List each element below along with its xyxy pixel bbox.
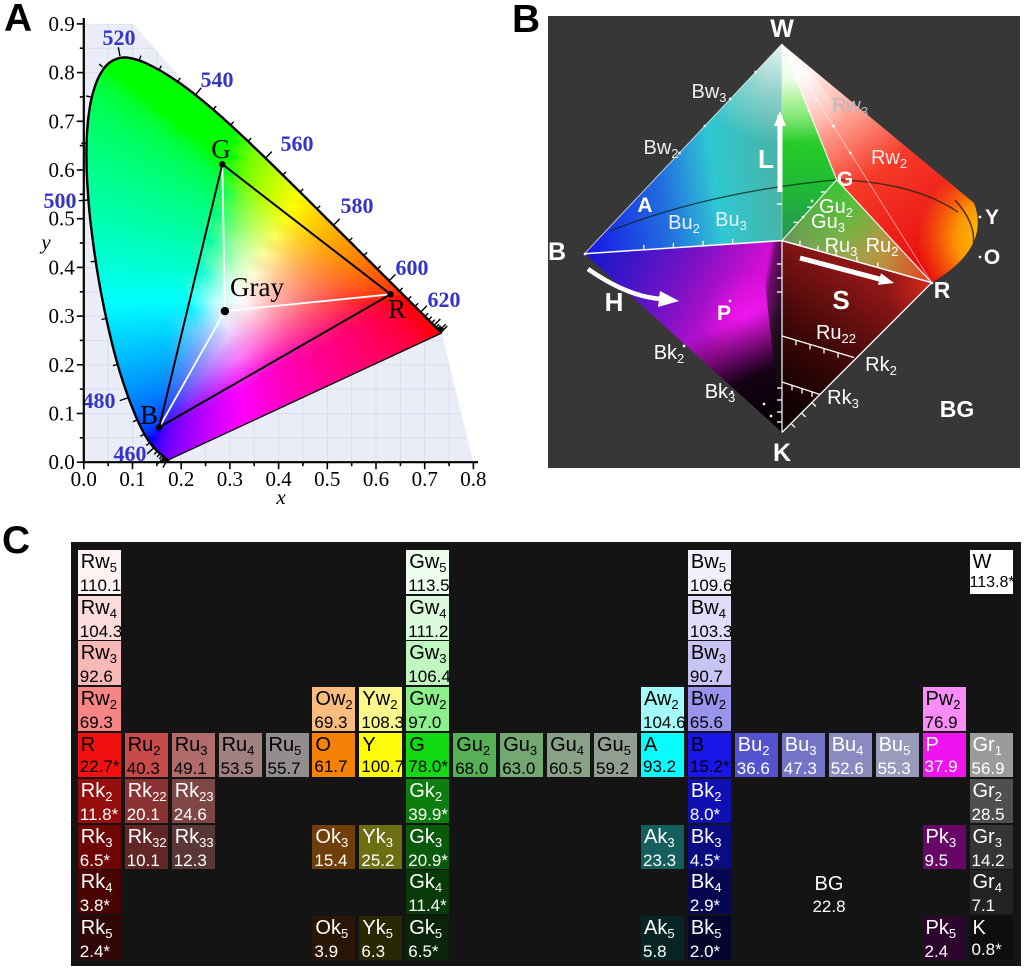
svg-text:0.0: 0.0: [71, 467, 97, 491]
svg-text:W: W: [770, 16, 794, 43]
svg-text:0.4: 0.4: [49, 255, 76, 279]
svg-text:R: R: [934, 277, 951, 303]
svg-text:0.3: 0.3: [217, 467, 243, 491]
svg-text:0.6: 0.6: [363, 467, 389, 491]
svg-text:y: y: [39, 230, 51, 254]
svg-text:500: 500: [44, 188, 77, 213]
svg-text:0.3: 0.3: [49, 304, 75, 328]
svg-text:0.4: 0.4: [265, 467, 292, 491]
svg-text:0.7: 0.7: [49, 109, 75, 133]
svg-text:H: H: [605, 287, 624, 317]
svg-text:580: 580: [341, 193, 374, 218]
svg-text:520: 520: [103, 25, 136, 50]
svg-text:0.1: 0.1: [119, 467, 145, 491]
svg-text:0.2: 0.2: [49, 353, 75, 377]
svg-text:620: 620: [428, 287, 461, 312]
svg-text:Rk3: Rk3: [827, 387, 859, 411]
svg-text:P: P: [717, 302, 731, 325]
svg-text:BG: BG: [940, 396, 975, 422]
svg-text:560: 560: [281, 131, 314, 156]
svg-text:B: B: [140, 400, 158, 430]
svg-text:0.8: 0.8: [49, 61, 75, 85]
svg-text:0.6: 0.6: [49, 158, 75, 182]
svg-text:Y: Y: [985, 206, 999, 229]
svg-text:Gray: Gray: [230, 272, 284, 302]
svg-text:S: S: [832, 285, 849, 315]
svg-text:600: 600: [396, 255, 429, 280]
svg-text:0.5: 0.5: [314, 467, 340, 491]
svg-text:0.9: 0.9: [49, 12, 75, 36]
svg-text:K: K: [773, 439, 791, 467]
svg-text:R: R: [388, 294, 406, 324]
svg-text:0.0: 0.0: [49, 450, 75, 474]
svg-text:L: L: [758, 144, 774, 174]
svg-text:0.8: 0.8: [460, 467, 486, 491]
svg-text:A: A: [637, 194, 652, 217]
svg-text:0.5: 0.5: [49, 207, 75, 231]
svg-text:B: B: [548, 238, 566, 266]
svg-text:480: 480: [83, 388, 116, 413]
svg-text:0.2: 0.2: [168, 467, 194, 491]
svg-text:G: G: [211, 134, 231, 164]
svg-text:Bk3: Bk3: [705, 381, 736, 405]
svg-text:O: O: [984, 246, 1000, 269]
svg-text:540: 540: [201, 67, 234, 92]
svg-text:0.1: 0.1: [49, 402, 75, 426]
svg-text:G: G: [837, 168, 853, 191]
svg-text:0.7: 0.7: [412, 467, 438, 491]
svg-text:x: x: [275, 485, 286, 509]
